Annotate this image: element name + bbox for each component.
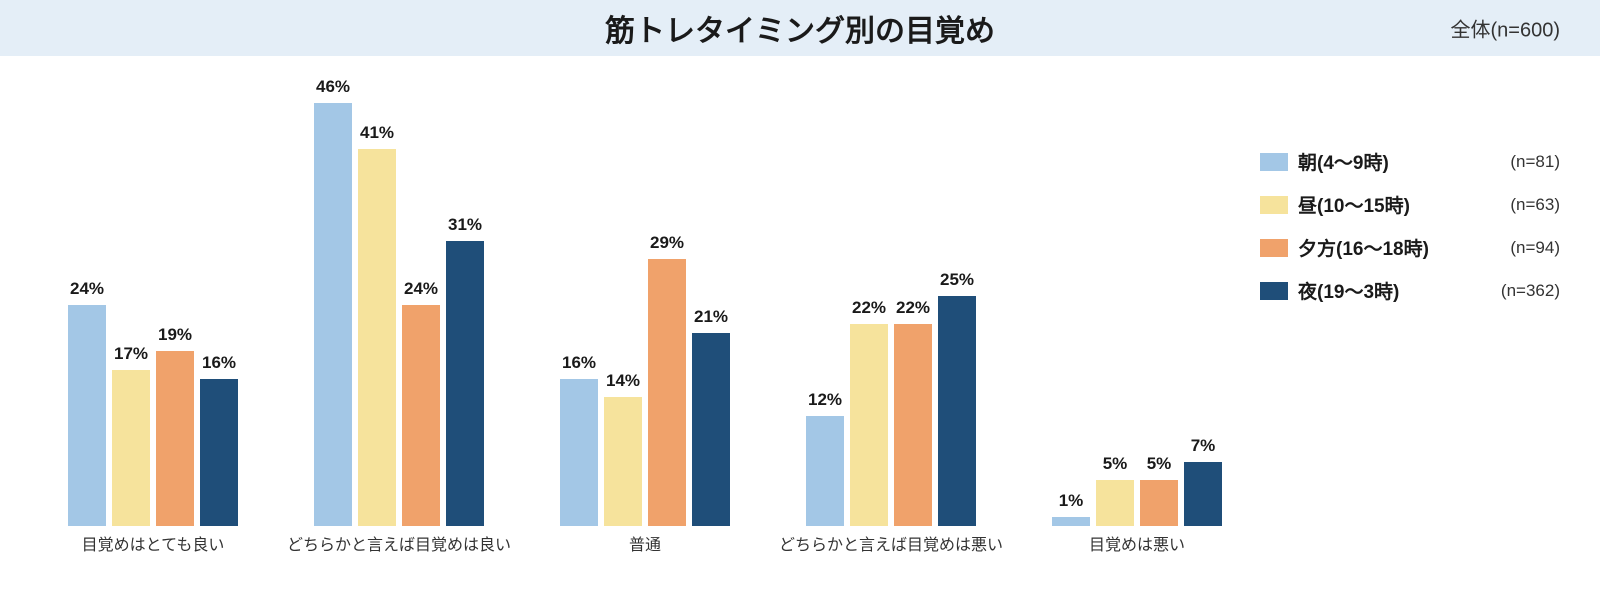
legend-swatch (1260, 239, 1288, 257)
bar-group: 46%41%24%31% (276, 66, 522, 526)
bar: 5% (1096, 480, 1134, 526)
category-label: 目覚めは悪い (1089, 531, 1185, 555)
legend: 朝(4～9時) (n=81) 昼(10～15時) (n=63) 夕方(16～18時) (n… (1260, 148, 1560, 320)
chart-title: 筋トレタイミング別の目覚め (605, 6, 995, 50)
n-total-label: 全体(n=600) (1451, 14, 1561, 43)
legend-label: 夜(19～3時) (1298, 277, 1493, 304)
bar-value-label: 22% (852, 298, 886, 318)
bar: 21% (692, 333, 730, 526)
legend-row: 昼(10～15時) (n=63) (1260, 191, 1560, 218)
category-label: どちらかと言えば目覚めは良い (287, 531, 511, 555)
bar: 31% (446, 241, 484, 526)
legend-swatch (1260, 282, 1288, 300)
bar: 46% (314, 103, 352, 526)
bar-value-label: 7% (1191, 436, 1216, 456)
bar-value-label: 16% (202, 353, 236, 373)
bar: 12% (806, 416, 844, 526)
bar: 22% (850, 324, 888, 526)
bar-group: 1%5%5%7% (1014, 66, 1260, 526)
bar: 7% (1184, 462, 1222, 526)
legend-swatch (1260, 153, 1288, 171)
bar-value-label: 24% (404, 279, 438, 299)
bar-value-label: 25% (940, 270, 974, 290)
title-bar: 筋トレタイミング別の目覚め 全体(n=600) (0, 0, 1600, 56)
legend-n: (n=63) (1510, 195, 1560, 215)
bar: 16% (560, 379, 598, 526)
legend-row: 朝(4～9時) (n=81) (1260, 148, 1560, 175)
bar: 19% (156, 351, 194, 526)
bar-group: 16%14%29%21% (522, 66, 768, 526)
bar-value-label: 29% (650, 233, 684, 253)
bar-value-label: 19% (158, 325, 192, 345)
bar: 41% (358, 149, 396, 526)
bar: 5% (1140, 480, 1178, 526)
category-label: 普通 (629, 531, 661, 555)
main-area: 24%17%19%16%46%41%24%31%16%14%29%21%12%2… (0, 56, 1600, 600)
bar-value-label: 41% (360, 123, 394, 143)
legend-label: 夕方(16～18時) (1298, 234, 1502, 261)
category-label: どちらかと言えば目覚めは悪い (779, 531, 1003, 555)
bar-group: 12%22%22%25% (768, 66, 1014, 526)
bar-value-label: 1% (1059, 491, 1084, 511)
bar-value-label: 5% (1147, 454, 1172, 474)
legend-n: (n=362) (1501, 281, 1560, 301)
category-label: 目覚めはとても良い (82, 531, 225, 555)
bar: 22% (894, 324, 932, 526)
bar: 24% (402, 305, 440, 526)
bar-value-label: 31% (448, 215, 482, 235)
legend-row: 夕方(16～18時) (n=94) (1260, 234, 1560, 261)
bar-value-label: 17% (114, 344, 148, 364)
legend-label: 昼(10～15時) (1298, 191, 1502, 218)
bar-value-label: 21% (694, 307, 728, 327)
bar: 24% (68, 305, 106, 526)
bar-value-label: 5% (1103, 454, 1128, 474)
bars-region: 24%17%19%16%46%41%24%31%16%14%29%21%12%2… (30, 66, 1260, 526)
bar-value-label: 12% (808, 390, 842, 410)
bar-group: 24%17%19%16% (30, 66, 276, 526)
bar-value-label: 16% (562, 353, 596, 373)
bar: 17% (112, 370, 150, 526)
legend-n: (n=81) (1510, 152, 1560, 172)
bar: 29% (648, 259, 686, 526)
chart-area: 24%17%19%16%46%41%24%31%16%14%29%21%12%2… (30, 66, 1260, 566)
legend-row: 夜(19～3時) (n=362) (1260, 277, 1560, 304)
bar-value-label: 22% (896, 298, 930, 318)
legend-n: (n=94) (1510, 238, 1560, 258)
legend-swatch (1260, 196, 1288, 214)
bar: 25% (938, 296, 976, 526)
bar: 16% (200, 379, 238, 526)
bar-value-label: 46% (316, 77, 350, 97)
bar-value-label: 14% (606, 371, 640, 391)
bar: 14% (604, 397, 642, 526)
bar: 1% (1052, 517, 1090, 526)
bar-value-label: 24% (70, 279, 104, 299)
legend-label: 朝(4～9時) (1298, 148, 1502, 175)
